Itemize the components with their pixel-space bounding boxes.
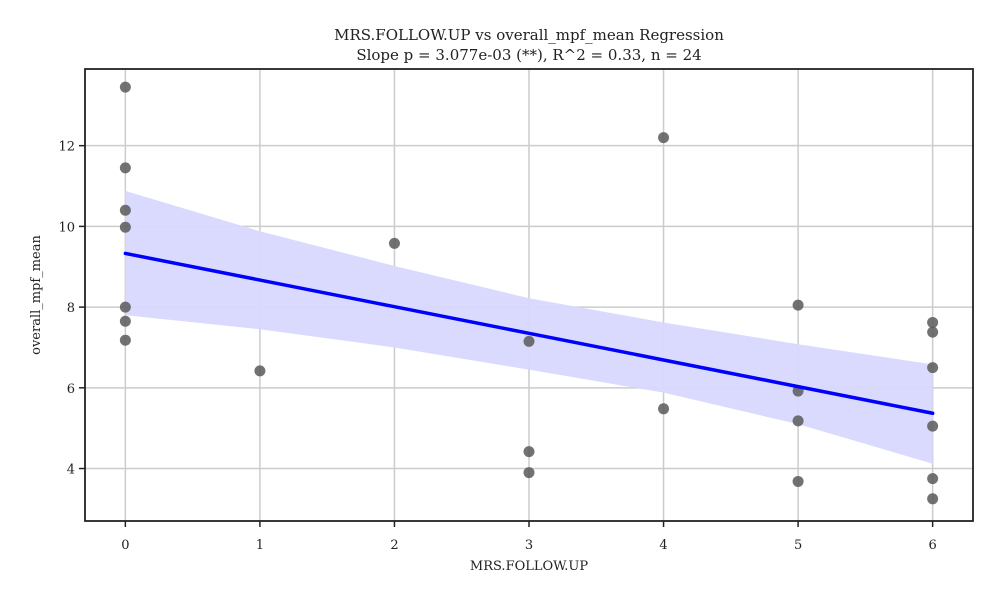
- regression-line: [123, 251, 935, 415]
- data-point: [658, 132, 670, 144]
- data-point: [927, 420, 939, 432]
- data-point: [254, 365, 266, 377]
- x-tick-label: 5: [794, 538, 802, 553]
- data-point: [792, 299, 804, 311]
- confidence-band-group: [125, 190, 933, 464]
- x-tick-label: 3: [525, 538, 533, 553]
- y-tick-label: 12: [58, 140, 75, 155]
- data-point: [119, 334, 131, 346]
- data-point: [927, 362, 939, 374]
- regression-line-group: [123, 251, 935, 415]
- data-point: [792, 475, 804, 487]
- data-point: [119, 162, 131, 174]
- data-point: [119, 315, 131, 327]
- data-point: [523, 467, 535, 479]
- chart-subtitle: Slope p = 3.077e-03 (**), R^2 = 0.33, n …: [356, 46, 701, 64]
- y-tick-label: 6: [67, 382, 75, 397]
- data-point: [119, 301, 131, 313]
- data-point: [792, 415, 804, 427]
- data-point: [927, 326, 939, 338]
- data-point: [927, 473, 939, 485]
- x-tick-label: 1: [256, 538, 264, 553]
- data-point: [388, 237, 400, 249]
- x-tick-label: 2: [390, 538, 398, 553]
- data-point: [927, 316, 939, 328]
- x-tick-label: 0: [121, 538, 129, 553]
- data-point: [523, 335, 535, 347]
- data-point: [658, 403, 670, 415]
- confidence-band: [125, 190, 933, 464]
- data-point: [927, 493, 939, 505]
- y-axis-label: overall_mpf_mean: [29, 234, 44, 354]
- data-point: [523, 446, 535, 458]
- y-tick-label: 8: [67, 301, 75, 316]
- y-axis-ticks: 4 6 8 10 12: [58, 140, 85, 478]
- data-point: [119, 81, 131, 93]
- x-tick-label: 6: [928, 538, 936, 553]
- x-tick-label: 4: [659, 538, 667, 553]
- data-point: [119, 204, 131, 216]
- chart-title: MRS.FOLLOW.UP vs overall_mpf_mean Regres…: [334, 26, 724, 44]
- y-tick-label: 10: [58, 220, 75, 235]
- x-axis-label: MRS.FOLLOW.UP: [470, 559, 588, 574]
- x-axis-ticks: 0 1 2 3 4 5 6: [121, 521, 937, 553]
- y-tick-label: 4: [67, 463, 75, 478]
- data-point: [119, 221, 131, 233]
